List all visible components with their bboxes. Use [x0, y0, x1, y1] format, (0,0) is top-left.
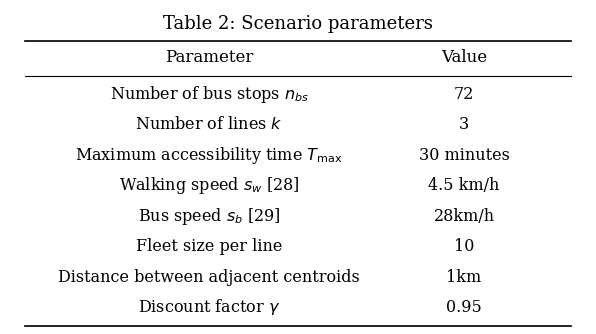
- Text: 72: 72: [454, 86, 474, 103]
- Text: Table 2: Scenario parameters: Table 2: Scenario parameters: [163, 15, 433, 33]
- Text: Number of bus stops $n_{bs}$: Number of bus stops $n_{bs}$: [110, 84, 309, 105]
- Text: Value: Value: [441, 49, 487, 66]
- Text: 3: 3: [459, 116, 469, 133]
- Text: Walking speed $s_{w}$ [28]: Walking speed $s_{w}$ [28]: [119, 175, 299, 196]
- Text: 10: 10: [454, 238, 474, 255]
- Text: 30 minutes: 30 minutes: [418, 147, 510, 164]
- Text: 4.5 km/h: 4.5 km/h: [429, 177, 500, 194]
- Text: Bus speed $s_{b}$ [29]: Bus speed $s_{b}$ [29]: [138, 206, 280, 227]
- Text: Parameter: Parameter: [165, 49, 253, 66]
- Text: Number of lines $k$: Number of lines $k$: [135, 116, 283, 133]
- Text: Discount factor $\gamma$: Discount factor $\gamma$: [138, 298, 280, 317]
- Text: Distance between adjacent centroids: Distance between adjacent centroids: [58, 269, 360, 286]
- Text: 0.95: 0.95: [446, 299, 482, 316]
- Text: 28km/h: 28km/h: [433, 208, 495, 225]
- Text: Maximum accessibility time $T_{\mathrm{max}}$: Maximum accessibility time $T_{\mathrm{m…: [75, 145, 343, 166]
- Text: Fleet size per line: Fleet size per line: [136, 238, 282, 255]
- Text: 1km: 1km: [446, 269, 482, 286]
